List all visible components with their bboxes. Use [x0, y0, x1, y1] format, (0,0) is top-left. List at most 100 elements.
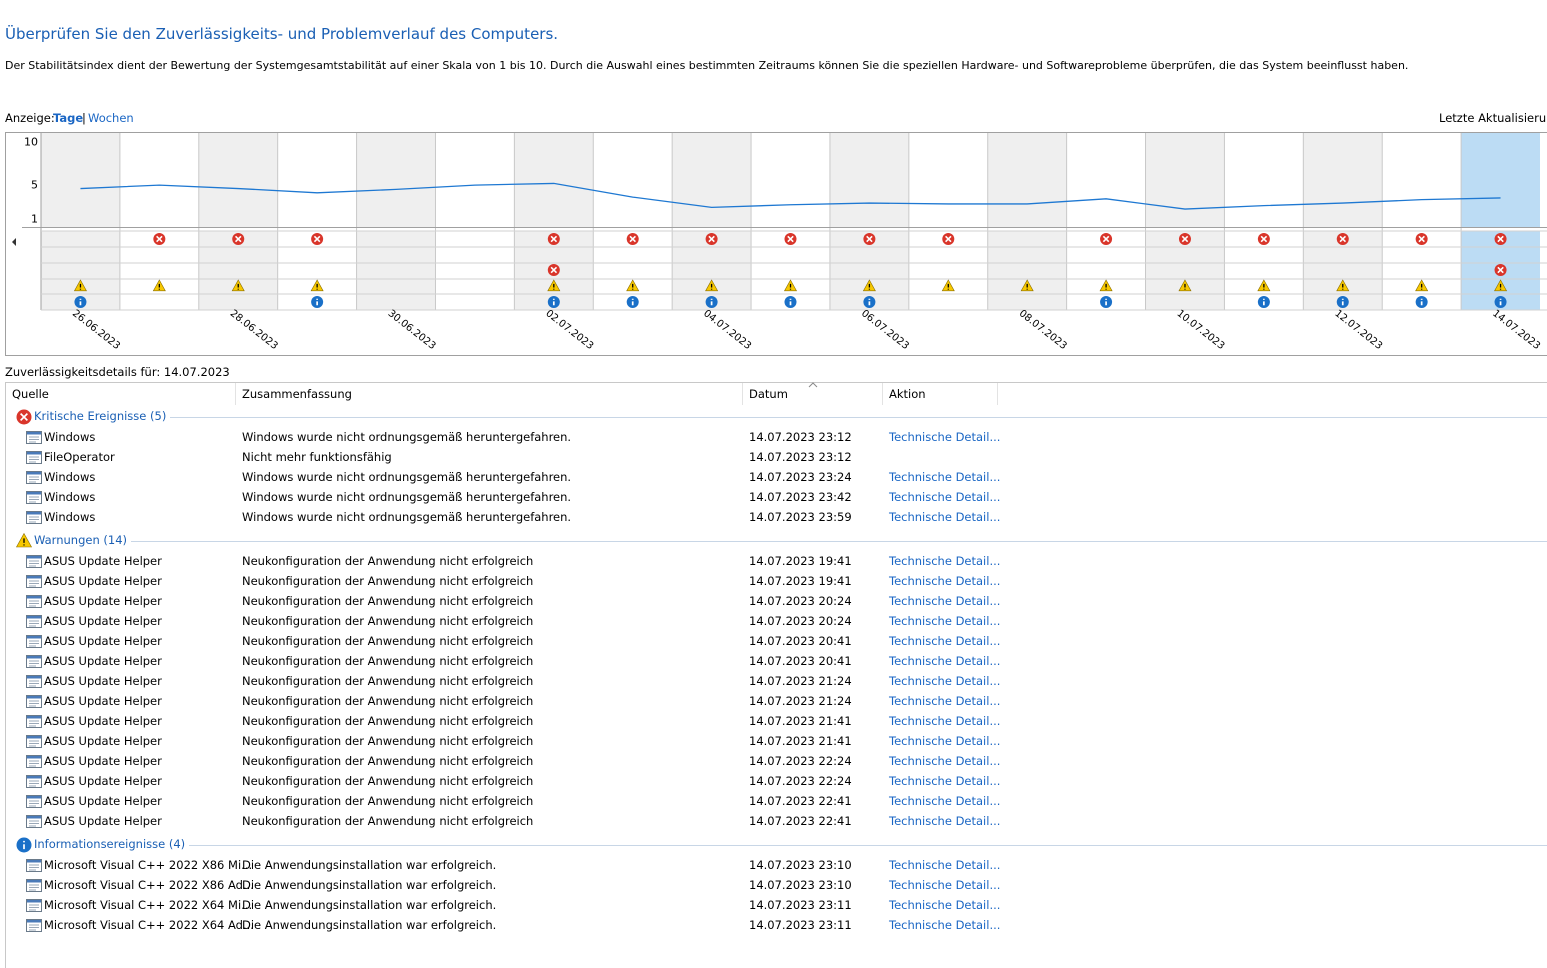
details-link[interactable]: Technische Detail...	[889, 878, 1000, 892]
icon-bar	[27, 556, 41, 559]
info-icon	[706, 296, 718, 308]
group-label[interactable]: Informationsereignisse (4)	[34, 837, 185, 851]
table-cell: ASUS Update Helper	[44, 814, 162, 828]
group-label[interactable]: Warnungen (14)	[34, 533, 127, 547]
details-link[interactable]: Technische Detail...	[889, 814, 1000, 828]
table-cell: 14.07.2023 23:42	[749, 490, 852, 504]
icon-bar	[27, 920, 41, 923]
icon-bar	[27, 596, 41, 599]
critical-icon	[706, 233, 718, 245]
info-icon	[627, 296, 639, 308]
table-cell: 14.07.2023 22:41	[749, 794, 852, 808]
row-icon	[26, 715, 42, 728]
details-link[interactable]: Technische Detail...	[889, 510, 1000, 524]
column-header[interactable]: Aktion	[889, 387, 926, 401]
view-weeks[interactable]: Wochen	[88, 111, 134, 125]
details-link[interactable]: Technische Detail...	[889, 614, 1000, 628]
details-link[interactable]: Technische Detail...	[889, 794, 1000, 808]
details-link[interactable]: Technische Detail...	[889, 714, 1000, 728]
column-header[interactable]: Zusammenfassung	[242, 387, 352, 401]
details-link[interactable]: Technische Detail...	[889, 594, 1000, 608]
details-link[interactable]: Technische Detail...	[889, 898, 1000, 912]
table-cell: ASUS Update Helper	[44, 734, 162, 748]
table-cell: Neukonfiguration der Anwendung nicht erf…	[242, 654, 533, 668]
table-cell: 14.07.2023 20:24	[749, 594, 852, 608]
table-cell: Neukonfiguration der Anwendung nicht erf…	[242, 754, 533, 768]
table-cell: 14.07.2023 23:11	[749, 918, 852, 932]
table-cell: 14.07.2023 23:10	[749, 878, 852, 892]
table-cell: 14.07.2023 22:24	[749, 754, 852, 768]
details-link[interactable]: Technische Detail...	[889, 574, 1000, 588]
table-cell: Windows	[44, 430, 95, 444]
details-link[interactable]: Technische Detail...	[889, 654, 1000, 668]
table-cell: Neukonfiguration der Anwendung nicht erf…	[242, 694, 533, 708]
details-link[interactable]: Technische Detail...	[889, 470, 1000, 484]
info-icon	[17, 838, 32, 853]
details-link[interactable]: Technische Detail...	[889, 918, 1000, 932]
icon-bar	[27, 796, 41, 799]
info-icon	[548, 296, 560, 308]
critical-icon	[17, 410, 32, 425]
critical-icon	[1495, 233, 1507, 245]
page-title: Überprüfen Sie den Zuverlässigkeits- und…	[5, 25, 558, 43]
details-link[interactable]: Technische Detail...	[889, 430, 1000, 444]
table-cell: 14.07.2023 20:41	[749, 634, 852, 648]
info-icon	[1258, 296, 1270, 308]
icon-bar	[27, 900, 41, 903]
table-cell: 14.07.2023 23:59	[749, 510, 852, 524]
day-column	[1146, 133, 1225, 227]
details-link[interactable]: Technische Detail...	[889, 754, 1000, 768]
day-column	[199, 133, 278, 227]
row-icon	[26, 795, 42, 808]
icon-bar	[27, 816, 41, 819]
details-link[interactable]: Technische Detail...	[889, 554, 1000, 568]
table-cell: ASUS Update Helper	[44, 774, 162, 788]
critical-icon	[863, 233, 875, 245]
table-cell: 14.07.2023 22:41	[749, 814, 852, 828]
info-icon	[1100, 296, 1112, 308]
table-cell: 14.07.2023 19:41	[749, 554, 852, 568]
details-link[interactable]: Technische Detail...	[889, 634, 1000, 648]
row-icon	[26, 471, 42, 484]
details-link[interactable]: Technische Detail...	[889, 774, 1000, 788]
icon-bar	[27, 756, 41, 759]
table-cell: Neukonfiguration der Anwendung nicht erf…	[242, 554, 533, 568]
warning-icon	[17, 534, 32, 548]
row-icon	[26, 575, 42, 588]
column-divider	[997, 383, 998, 405]
group-rule	[189, 845, 1547, 846]
table-cell: ASUS Update Helper	[44, 574, 162, 588]
group-icon	[15, 836, 33, 854]
row-icon	[26, 919, 42, 932]
table-cell: Neukonfiguration der Anwendung nicht erf…	[242, 634, 533, 648]
details-link[interactable]: Technische Detail...	[889, 734, 1000, 748]
table-cell: Nicht mehr funktionsfähig	[242, 450, 392, 464]
icon-bar	[27, 432, 41, 435]
column-divider	[235, 383, 236, 405]
column-header[interactable]: Quelle	[12, 387, 49, 401]
row-icon	[26, 595, 42, 608]
sort-arrow	[809, 383, 817, 387]
details-link[interactable]: Technische Detail...	[889, 858, 1000, 872]
day-column	[751, 133, 830, 227]
table-cell: ASUS Update Helper	[44, 794, 162, 808]
details-link[interactable]: Technische Detail...	[889, 694, 1000, 708]
icon-bar	[27, 696, 41, 699]
group-rule	[170, 417, 1547, 418]
table-cell: Die Anwendungsinstallation war erfolgrei…	[242, 858, 496, 872]
critical-icon	[942, 233, 954, 245]
icon-bar	[27, 880, 41, 883]
info-icon	[1495, 296, 1507, 308]
table-cell: ASUS Update Helper	[44, 594, 162, 608]
details-link[interactable]: Technische Detail...	[889, 674, 1000, 688]
view-days[interactable]: Tage	[53, 111, 83, 125]
group-label[interactable]: Kritische Ereignisse (5)	[34, 409, 166, 423]
details-link[interactable]: Technische Detail...	[889, 490, 1000, 504]
day-column	[435, 133, 514, 227]
day-column	[1067, 133, 1146, 227]
critical-icon	[548, 233, 560, 245]
sort-indicator	[808, 382, 818, 388]
table-cell: 14.07.2023 23:11	[749, 898, 852, 912]
column-header[interactable]: Datum	[749, 387, 788, 401]
table-cell: FileOperator	[44, 450, 115, 464]
